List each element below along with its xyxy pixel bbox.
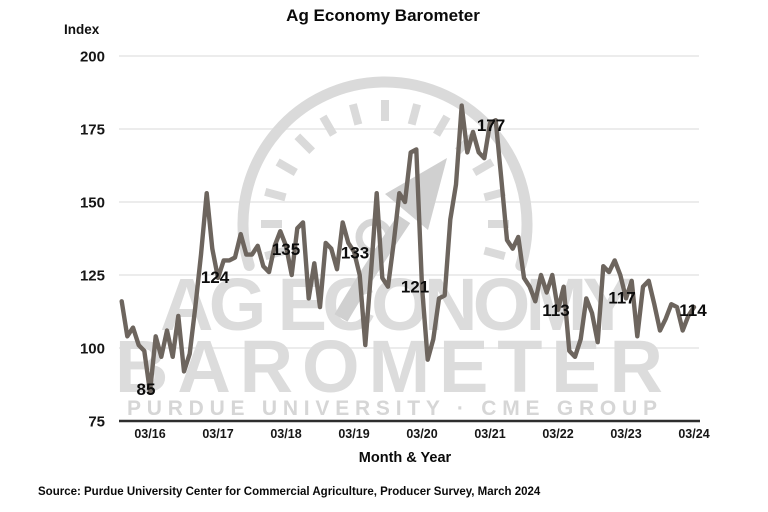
data-point-labels: 85 124 135 133 121 177 113 117 114: [137, 116, 708, 399]
x-tick-label: 03/21: [474, 427, 505, 441]
x-axis-title: Month & Year: [358, 450, 452, 466]
data-point-label: 135: [272, 240, 300, 259]
y-tick-label: 150: [80, 195, 105, 212]
y-axis-tick-labels: 200 175 150 125 100 75: [80, 49, 105, 431]
barometer-data-line: [119, 103, 697, 394]
gauge-tick-icon: [275, 158, 298, 176]
gauge-tick-icon: [472, 158, 495, 176]
data-point-label: 133: [341, 244, 369, 263]
gauge-tick-icon: [483, 246, 506, 260]
gauge-tick-icon: [433, 114, 451, 137]
data-point-label: 117: [608, 288, 635, 307]
gauge-tick-icon: [349, 103, 363, 126]
y-tick-label: 75: [88, 414, 105, 431]
y-tick-label: 175: [80, 122, 105, 139]
y-tick-label: 100: [80, 341, 105, 358]
gauge-tick-icon: [407, 103, 421, 126]
x-tick-label: 03/17: [202, 427, 233, 441]
x-tick-label: 03/16: [134, 427, 165, 441]
data-point-label: 113: [542, 301, 569, 320]
gauge-tick-icon: [294, 133, 315, 154]
y-axis-title: Index: [64, 22, 100, 37]
chart-title: Ag Economy Barometer: [286, 6, 480, 25]
x-tick-label: 03/20: [406, 427, 437, 441]
x-tick-label: 03/22: [542, 427, 573, 441]
x-tick-label: 03/19: [338, 427, 369, 441]
x-axis-tick-labels: 03/16 03/17 03/18 03/19 03/20 03/21 03/22 03/23…: [134, 427, 709, 441]
x-tick-label: 03/23: [610, 427, 641, 441]
y-tick-label: 125: [80, 268, 105, 285]
x-tick-label: 03/24: [678, 427, 709, 441]
watermark-text-line2: BAROMETER: [115, 325, 663, 408]
data-point-label: 85: [137, 380, 156, 399]
data-point-label: 114: [679, 301, 707, 320]
y-tick-label: 200: [80, 49, 105, 66]
gauge-tick-icon: [319, 114, 337, 137]
source-text: Source: Purdue University Center for Com…: [38, 486, 541, 498]
data-point-label: 121: [401, 278, 429, 297]
gauge-tick-icon: [264, 188, 287, 202]
gauge-watermark: AG ECONOMY BAROMETER PURDUE UNIVERSITY ·…: [115, 76, 663, 420]
gauge-tick-icon: [264, 246, 287, 260]
x-tick-label: 03/18: [270, 427, 301, 441]
data-point-label: 124: [201, 268, 230, 287]
gauge-arc-icon: [237, 76, 533, 271]
data-point-label: 177: [477, 116, 505, 135]
